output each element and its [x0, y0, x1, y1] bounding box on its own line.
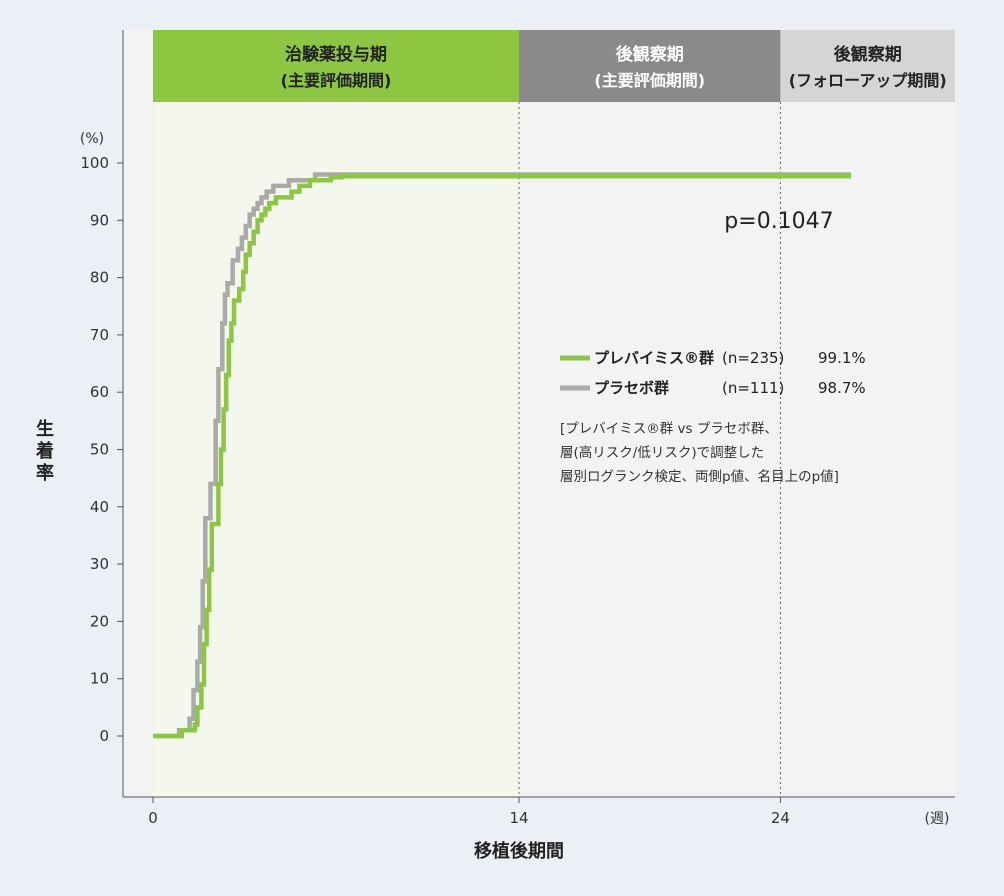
phase-header-subtitle-1: (主要評価期間)	[594, 71, 705, 90]
legend-name-0: プレバイミス®群	[594, 349, 714, 367]
annotation-line-1: 層(高リスク/低リスク)で調整した	[560, 444, 764, 461]
legend-n-0: (n=235)	[722, 349, 784, 367]
phase-header-title-0: 治験薬投与期	[285, 44, 387, 65]
x-tick-label-2: 24	[771, 809, 790, 827]
x-tick-label-1: 14	[509, 809, 528, 827]
x-axis-label: 移植後期間	[474, 840, 564, 862]
annotation-line-2: 層別ログランク検定、両側p値、名目上のp値]	[560, 469, 839, 485]
y-tick-label-8: 80	[90, 269, 109, 287]
y-tick-label-10: 100	[80, 154, 109, 172]
y-tick-label-5: 50	[90, 441, 109, 459]
y-tick-label-9: 90	[90, 211, 109, 229]
phase-header-title-2: 後観察期	[834, 44, 902, 65]
y-unit-label: (%)	[80, 131, 104, 147]
y-tick-label-4: 40	[90, 498, 109, 516]
phase-header-0	[153, 30, 519, 102]
phase-header-1	[519, 30, 781, 102]
phase-header-title-1: 後観察期	[616, 44, 684, 65]
legend-name-1: プラセボ群	[594, 379, 669, 397]
y-tick-label-6: 60	[90, 383, 109, 401]
x-unit-label: (週)	[925, 811, 950, 827]
phase-background-1	[519, 102, 781, 797]
series-line-1	[153, 172, 851, 739]
legend-n-1: (n=111)	[722, 379, 784, 397]
phase-header-2	[780, 30, 955, 102]
legend-rate-1: 98.7%	[818, 379, 866, 397]
annotation-line-0: [プレバイミス®群 vs プラセボ群、	[560, 421, 778, 437]
legend-rate-0: 99.1%	[818, 349, 866, 367]
phase-header-subtitle-0: (主要評価期間)	[281, 71, 392, 90]
y-axis-label: 生着率	[35, 418, 54, 484]
phase-background-0	[153, 102, 519, 797]
y-tick-label-0: 0	[99, 727, 109, 745]
phase-header-subtitle-2: (フォローアップ期間)	[789, 71, 947, 90]
y-tick-label-7: 70	[90, 326, 109, 344]
y-tick-label-2: 20	[90, 612, 109, 630]
y-tick-label-1: 10	[90, 670, 109, 688]
p-value: p=0.1047	[724, 209, 833, 234]
phase-background-2	[780, 102, 955, 797]
x-tick-label-0: 0	[148, 809, 158, 827]
y-tick-label-3: 30	[90, 555, 109, 573]
series-line-0	[153, 173, 851, 739]
